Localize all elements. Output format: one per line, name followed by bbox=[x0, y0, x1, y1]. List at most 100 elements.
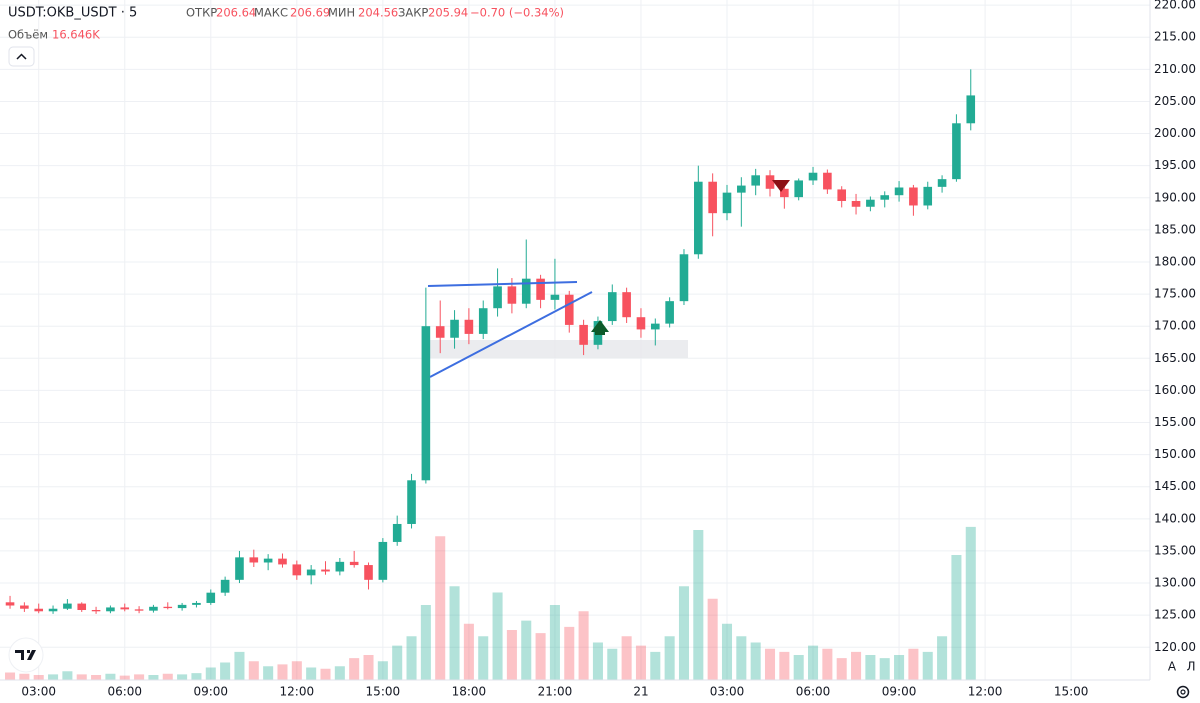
volume-bar bbox=[535, 633, 546, 680]
volume-layer bbox=[5, 526, 976, 680]
value: 204.56 bbox=[358, 6, 398, 20]
candle-body bbox=[478, 308, 488, 334]
volume-value: 16.646K bbox=[52, 28, 100, 42]
volume-bar bbox=[377, 661, 388, 680]
candle-body bbox=[493, 286, 502, 309]
y-tick-label: 120.00 bbox=[1154, 640, 1196, 654]
candle-body bbox=[579, 324, 588, 345]
volume-bar bbox=[435, 536, 446, 680]
candle-body bbox=[278, 558, 287, 565]
candle-body bbox=[120, 607, 130, 610]
candle-body bbox=[91, 610, 101, 612]
candle-body bbox=[177, 604, 187, 609]
volume-bar bbox=[836, 658, 847, 680]
candle-body bbox=[364, 565, 373, 580]
symbol: USDT:OKB_USDT · 5 bbox=[8, 6, 137, 21]
candle-body bbox=[851, 200, 861, 207]
y-tick-label: 155.00 bbox=[1154, 415, 1196, 429]
candle-body bbox=[292, 564, 302, 576]
volume-bar bbox=[248, 661, 259, 680]
trend-line bbox=[429, 291, 593, 378]
volume-bar bbox=[277, 664, 288, 680]
volume-bar bbox=[291, 661, 302, 680]
volume-bar bbox=[822, 648, 833, 680]
logo-bg bbox=[8, 637, 44, 673]
volume-bar bbox=[177, 674, 188, 680]
volume-bar bbox=[392, 645, 403, 680]
candle-body bbox=[421, 326, 431, 481]
auto-scale-button[interactable]: A bbox=[1168, 660, 1177, 674]
y-tick-label: 210.00 bbox=[1154, 62, 1196, 76]
candle-body bbox=[837, 189, 847, 201]
candle-body bbox=[378, 541, 388, 580]
y-tick-label: 150.00 bbox=[1154, 447, 1196, 461]
trend-line bbox=[427, 281, 578, 287]
label: МИН bbox=[328, 6, 355, 20]
y-tick-label: 170.00 bbox=[1154, 319, 1196, 333]
gear[interactable] bbox=[1176, 685, 1190, 699]
x-tick-label: 18:00 bbox=[452, 685, 487, 699]
candle-body bbox=[450, 319, 459, 338]
candle-body bbox=[636, 317, 646, 330]
y-tick-label: 140.00 bbox=[1154, 511, 1196, 525]
candle-layer bbox=[5, 69, 976, 614]
volume-bar bbox=[220, 662, 231, 680]
x-tick-label: 15:00 bbox=[366, 685, 401, 699]
candle-body bbox=[335, 561, 345, 572]
x-tick-label: 12:00 bbox=[968, 685, 1003, 699]
volume-bar bbox=[521, 620, 532, 680]
volume-bar bbox=[320, 668, 331, 680]
candle-body bbox=[679, 254, 689, 302]
value: 205.94 bbox=[428, 6, 468, 20]
volume-bar bbox=[736, 636, 747, 680]
volume-bar bbox=[134, 674, 145, 680]
x-tick-label: 03:00 bbox=[21, 685, 56, 699]
candle-body bbox=[349, 561, 359, 566]
volume-bar bbox=[879, 658, 890, 680]
volume-bar bbox=[592, 642, 603, 680]
candle-body bbox=[823, 172, 832, 190]
candle-body bbox=[235, 557, 244, 580]
volume-bar bbox=[463, 623, 474, 680]
candle-body bbox=[306, 569, 316, 576]
y-tick-label: 130.00 bbox=[1154, 576, 1196, 590]
candle-body bbox=[607, 292, 617, 322]
volume-bar bbox=[406, 636, 417, 680]
volume-bar bbox=[664, 636, 675, 680]
volume-bar bbox=[851, 651, 862, 680]
volume-bar bbox=[894, 655, 905, 680]
volume-bar bbox=[650, 651, 661, 680]
logo-mark bbox=[15, 650, 36, 660]
candle-body bbox=[894, 187, 904, 196]
candle-body bbox=[550, 294, 560, 300]
volume-bar bbox=[306, 667, 317, 680]
volume-bar bbox=[62, 671, 73, 680]
grid bbox=[0, 0, 1150, 680]
y-tick-label: 215.00 bbox=[1154, 30, 1196, 44]
candle-body bbox=[392, 523, 402, 542]
button-box[interactable] bbox=[8, 46, 35, 67]
x-tick-label: 21 bbox=[633, 685, 648, 699]
candle-body bbox=[650, 323, 660, 330]
volume-bar bbox=[865, 655, 876, 680]
candle-body bbox=[751, 175, 760, 186]
log-scale-button[interactable]: Л bbox=[1186, 660, 1195, 674]
volume-bar bbox=[621, 636, 632, 680]
settings-button[interactable] bbox=[1176, 685, 1190, 699]
volume-bar bbox=[205, 667, 216, 680]
volume-bar bbox=[105, 673, 116, 680]
candle-body bbox=[564, 294, 574, 325]
y-tick-label: 195.00 bbox=[1154, 158, 1196, 172]
volume-bar bbox=[564, 626, 575, 680]
collapse-button[interactable] bbox=[8, 46, 35, 67]
candle-body bbox=[880, 195, 890, 200]
volume-bar bbox=[937, 636, 948, 680]
volume-bar bbox=[707, 598, 718, 680]
x-tick-label: 09:00 bbox=[882, 685, 917, 699]
volume-bar bbox=[764, 648, 776, 680]
candle-body bbox=[5, 602, 15, 606]
y-tick-label: 175.00 bbox=[1154, 287, 1196, 301]
zone-rect bbox=[430, 340, 688, 358]
candle-body bbox=[321, 569, 330, 572]
y-tick-label: 220.00 bbox=[1154, 0, 1196, 12]
